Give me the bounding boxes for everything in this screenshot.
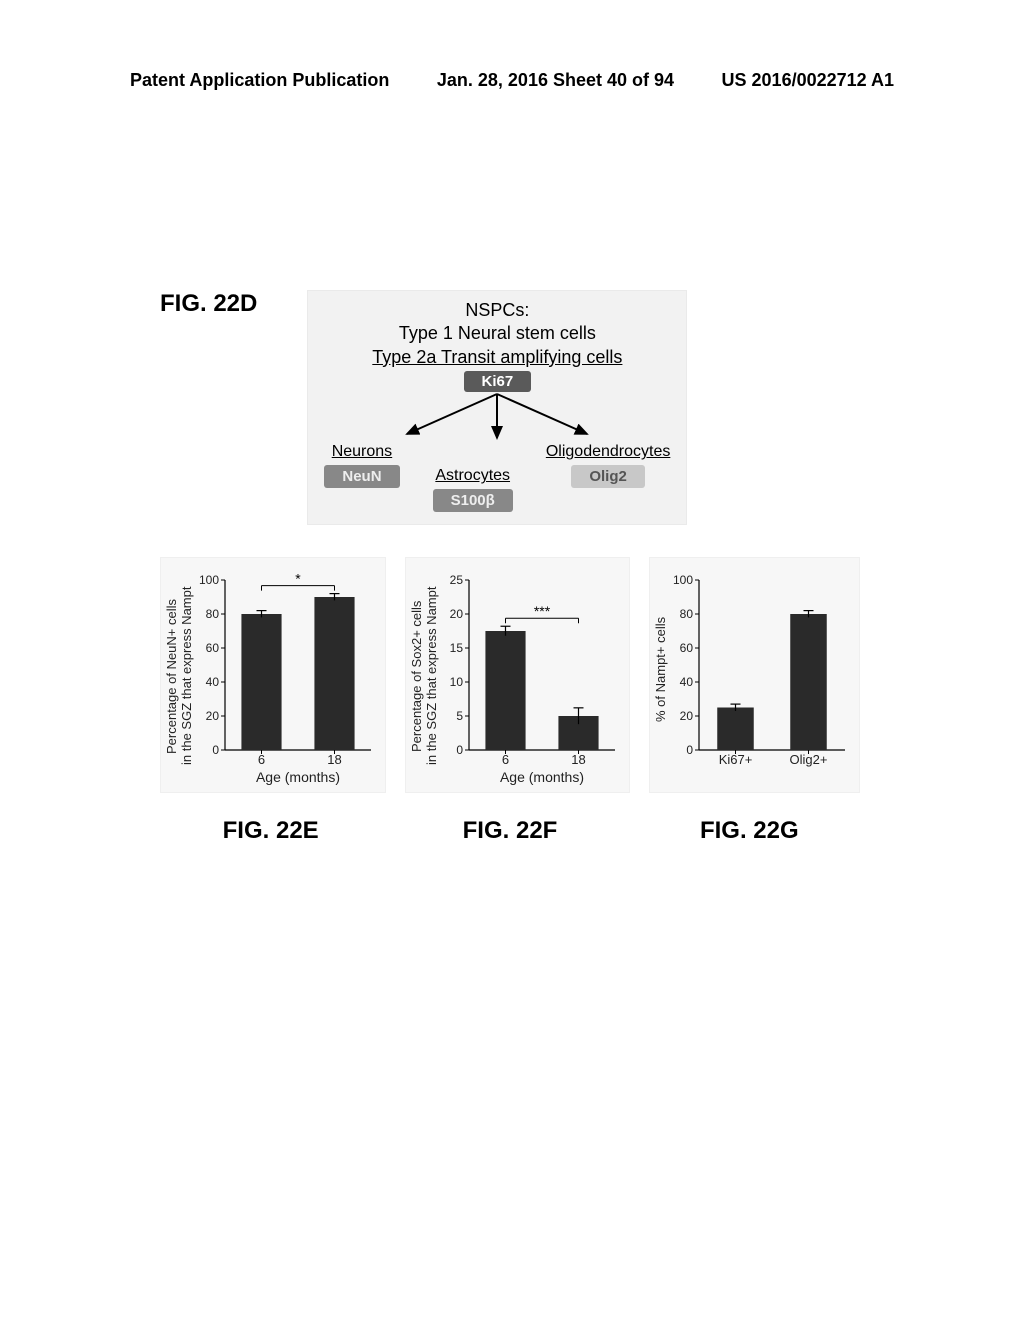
fig-22e-chart: Percentage of NeuN+ cells in the SGZ tha…: [165, 566, 381, 786]
neun-marker: NeuN: [324, 465, 399, 489]
s100b-marker: S100β: [433, 489, 513, 513]
fig-22e-ylabel-1: Percentage of NeuN+ cells: [164, 599, 179, 754]
svg-text:80: 80: [206, 607, 220, 621]
charts-row: Percentage of NeuN+ cells in the SGZ tha…: [160, 557, 860, 793]
fig-22e-ylabel-2: in the SGZ that express Nampt: [179, 587, 194, 765]
fig-22g-svg: 0 20 40 60 80 100 Ki67+ Olig2+: [669, 566, 855, 772]
fig-22e-ylabel: Percentage of NeuN+ cells in the SGZ tha…: [165, 566, 195, 786]
fig-22e-cell: Percentage of NeuN+ cells in the SGZ tha…: [160, 557, 386, 793]
svg-text:10: 10: [450, 675, 464, 689]
fig-22g-chart: % of Nampt+ cells 0 20 40 60 80 100 Ki67+ Olig2…: [654, 566, 855, 772]
fig-22g-ylabel: % of Nampt+ cells: [654, 566, 669, 772]
neurons-label: Neurons: [332, 443, 392, 460]
header-right: US 2016/0022712 A1: [722, 70, 894, 91]
svg-text:40: 40: [680, 675, 694, 689]
svg-text:60: 60: [680, 641, 694, 655]
svg-text:20: 20: [450, 607, 464, 621]
svg-text:0: 0: [457, 743, 464, 757]
neurons-branch: Neurons NeuN: [324, 442, 399, 488]
svg-text:*: *: [295, 571, 301, 587]
svg-text:20: 20: [680, 709, 694, 723]
header-center: Jan. 28, 2016 Sheet 40 of 94: [437, 70, 674, 91]
svg-text:5: 5: [457, 709, 464, 723]
oligo-branch: Oligodendrocytes Olig2: [546, 442, 671, 488]
patent-header: Patent Application Publication Jan. 28, …: [0, 70, 1024, 91]
figure-content: FIG. 22D NSPCs: Type 1 Neural stem cells…: [160, 290, 860, 845]
svg-text:40: 40: [206, 675, 220, 689]
fig-22f-label: FIG. 22F: [399, 817, 620, 845]
svg-text:Ki67+: Ki67+: [719, 752, 753, 767]
chart-captions-row: FIG. 22E FIG. 22F FIG. 22G: [160, 793, 860, 845]
svg-text:Age (months): Age (months): [500, 769, 584, 785]
fig-22g-label: FIG. 22G: [639, 817, 860, 845]
svg-text:6: 6: [258, 752, 265, 767]
svg-text:6: 6: [502, 752, 509, 767]
fig-22f-ylabel-1: Percentage of Sox2+ cells: [409, 601, 424, 752]
branch-arrows-icon: [367, 392, 627, 442]
svg-text:100: 100: [199, 573, 219, 587]
olig2-marker: Olig2: [571, 465, 645, 489]
svg-text:15: 15: [450, 641, 464, 655]
oligo-label: Oligodendrocytes: [546, 443, 671, 460]
fig-22f-ylabel: Percentage of Sox2+ cells in the SGZ tha…: [410, 566, 440, 786]
fig-22f-chart: Percentage of Sox2+ cells in the SGZ tha…: [410, 566, 626, 786]
fig-22e-label: FIG. 22E: [160, 817, 381, 845]
svg-text:Olig2+: Olig2+: [790, 752, 828, 767]
fig-22d-diagram: NSPCs: Type 1 Neural stem cells Type 2a …: [307, 290, 687, 525]
ki67-marker-wrap: Ki67: [314, 369, 680, 392]
fig-22d-row: FIG. 22D NSPCs: Type 1 Neural stem cells…: [160, 290, 860, 525]
fig-22g-cell: % of Nampt+ cells 0 20 40 60 80 100 Ki67+ Olig2…: [649, 557, 860, 793]
svg-text:100: 100: [673, 573, 693, 587]
svg-text:60: 60: [206, 641, 220, 655]
astrocytes-branch: Astrocytes S100β: [433, 466, 513, 512]
svg-text:25: 25: [450, 573, 464, 587]
nspcs-line1: NSPCs:: [465, 300, 529, 320]
svg-text:18: 18: [572, 752, 586, 767]
nspcs-line2: Type 1 Neural stem cells: [399, 323, 596, 343]
svg-text:***: ***: [534, 604, 551, 620]
astrocytes-label: Astrocytes: [435, 467, 510, 484]
svg-text:18: 18: [327, 752, 341, 767]
svg-text:20: 20: [206, 709, 220, 723]
svg-text:80: 80: [680, 607, 694, 621]
nspcs-line3: Type 2a Transit amplifying cells: [372, 347, 622, 367]
fig-22f-ylabel-2: in the SGZ that express Nampt: [423, 587, 438, 765]
fig-22e-svg: 0 20 40 60 80 100 6 18 Age (months) *: [195, 566, 381, 786]
fig-22f-cell: Percentage of Sox2+ cells in the SGZ tha…: [405, 557, 631, 793]
nspcs-title: NSPCs: Type 1 Neural stem cells Type 2a …: [314, 299, 680, 369]
fig-22f-svg: 0 5 10 15 20 25 6 18 Age (months) ***: [439, 566, 625, 786]
svg-text:Age (months): Age (months): [256, 769, 340, 785]
svg-text:0: 0: [686, 743, 693, 757]
header-left: Patent Application Publication: [130, 70, 389, 91]
ki67-marker: Ki67: [464, 371, 532, 392]
branch-row: Neurons NeuN Astrocytes S100β Oligodendr…: [314, 442, 680, 512]
fig-22d-label: FIG. 22D: [160, 290, 257, 318]
svg-text:0: 0: [212, 743, 219, 757]
